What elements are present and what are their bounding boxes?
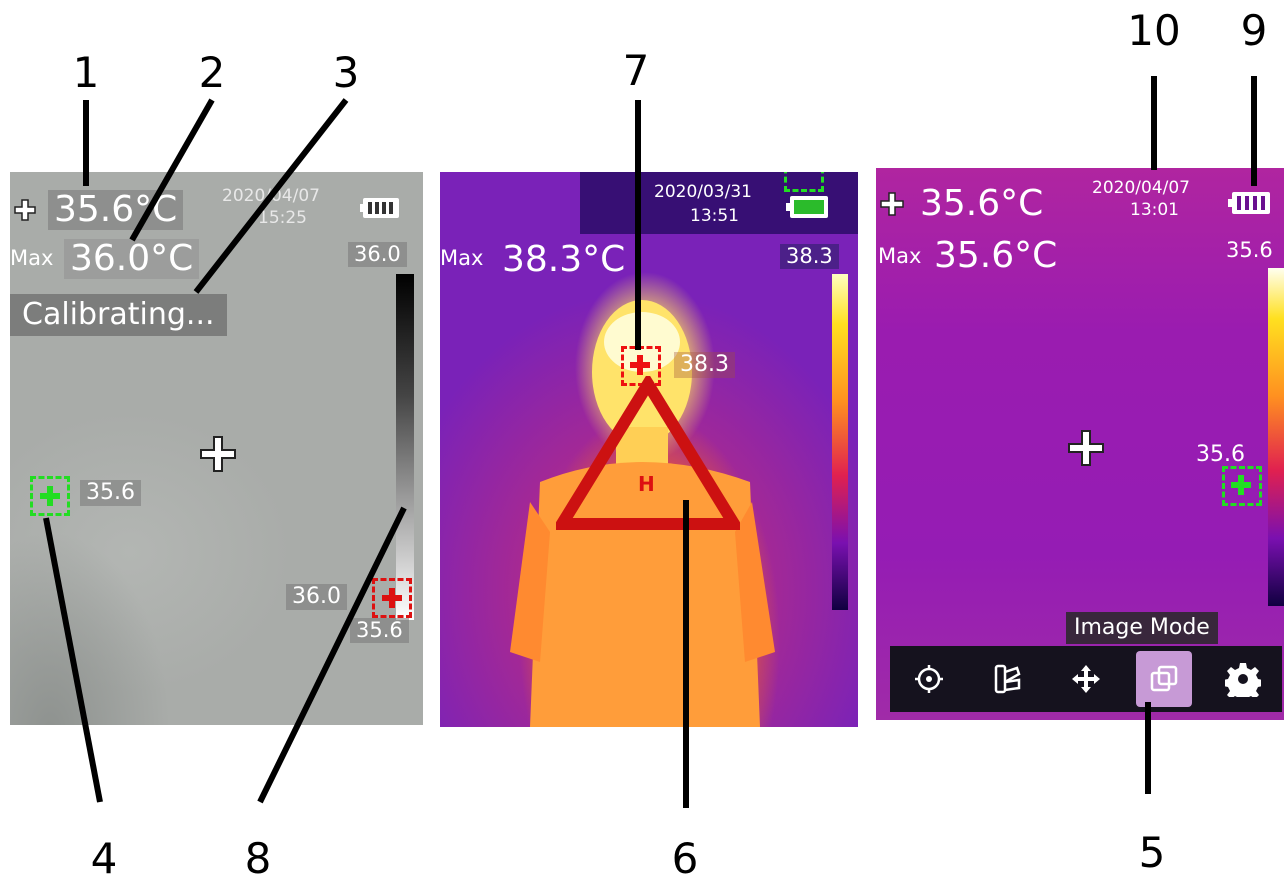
callout-1: 1 <box>72 48 100 97</box>
spot-temperature: 35.6 <box>80 480 141 506</box>
move-icon <box>1071 665 1100 693</box>
center-crosshair-icon <box>14 199 36 221</box>
image-mode-tooltip: Image Mode <box>1066 612 1218 644</box>
menu-palette-button[interactable] <box>980 651 1036 707</box>
high-temperature-alarm-icon <box>556 376 740 530</box>
min-spot-plus-icon <box>40 486 60 506</box>
thermal-screen-menu: 35.6°C Max 35.6°C 2020/04/07 13:01 35.6 … <box>876 168 1284 720</box>
crosshair-icon <box>1068 430 1104 466</box>
callout-10: 10 <box>1127 6 1181 55</box>
callout-4: 4 <box>90 834 118 883</box>
center-temperature: 35.6°C <box>48 190 184 230</box>
callout-3: 3 <box>332 48 360 97</box>
cold-spot-marker-icon <box>784 172 824 192</box>
callout-7: 7 <box>622 46 650 95</box>
gear-icon <box>1224 663 1261 697</box>
time: 13:01 <box>1130 200 1179 220</box>
center-crosshair-icon <box>880 192 904 216</box>
max-temperature: 36.0°C <box>64 239 200 279</box>
color-scale-bar <box>396 274 414 620</box>
scale-max-value: 36.0 <box>348 242 407 267</box>
menu-settings-button[interactable] <box>1215 651 1271 707</box>
callout-5: 5 <box>1138 828 1166 877</box>
battery-icon <box>360 198 399 218</box>
min-spot-plus-icon <box>1231 475 1251 495</box>
time: 13:51 <box>690 206 739 226</box>
max-temperature: 38.3°C <box>502 239 626 280</box>
palette-icon <box>994 664 1021 694</box>
scale-min-value: 35.6 <box>350 618 409 643</box>
alarm-letter: H <box>638 472 655 496</box>
battery-icon <box>1228 192 1270 214</box>
max-label: Max <box>10 246 54 270</box>
callout-6: 6 <box>671 834 699 883</box>
menu-move-button[interactable] <box>1058 651 1114 707</box>
date: 2020/04/07 <box>222 186 320 206</box>
thermal-screen-iron: 2020/03/31 13:51 Max 38.3°C 38.3 38.3 H <box>440 172 858 727</box>
color-scale-bar <box>1268 268 1284 606</box>
thermal-screen-grayscale: 35.6°C Max 36.0°C 2020/04/07 15:25 36.0 … <box>10 172 423 725</box>
crosshair-icon <box>200 436 236 472</box>
max-label: Max <box>878 244 922 268</box>
time: 15:25 <box>258 208 307 228</box>
target-icon <box>915 665 944 693</box>
callout-9: 9 <box>1240 6 1268 55</box>
hot-spot-temperature: 38.3 <box>674 352 735 378</box>
max-temperature: 35.6°C <box>934 235 1058 276</box>
calibrating-status: Calibrating... <box>10 294 227 336</box>
menu-image-mode-button[interactable] <box>1136 651 1193 707</box>
battery-charging-icon <box>786 196 828 218</box>
hot-spot-temperature: 36.0 <box>286 584 347 610</box>
min-spot-marker-icon <box>30 476 70 516</box>
color-scale-bar <box>832 274 848 610</box>
date: 2020/03/31 <box>654 182 752 202</box>
callout-2: 2 <box>198 48 226 97</box>
spot-temperature: 35.6 <box>1196 442 1245 467</box>
hot-spot-plus-icon <box>630 355 650 375</box>
max-label: Max <box>440 246 484 270</box>
callout-8: 8 <box>244 834 272 883</box>
scale-max-value: 35.6 <box>1226 238 1273 262</box>
scale-max-value: 38.3 <box>780 244 839 269</box>
hot-spot-plus-icon <box>382 588 402 608</box>
min-spot-marker-icon <box>1222 466 1262 506</box>
menu-measure-button[interactable] <box>901 651 957 707</box>
center-temperature: 35.6°C <box>920 183 1044 224</box>
image-mode-icon <box>1151 665 1178 692</box>
date: 2020/04/07 <box>1092 178 1190 198</box>
bottom-menu-bar <box>890 646 1282 712</box>
